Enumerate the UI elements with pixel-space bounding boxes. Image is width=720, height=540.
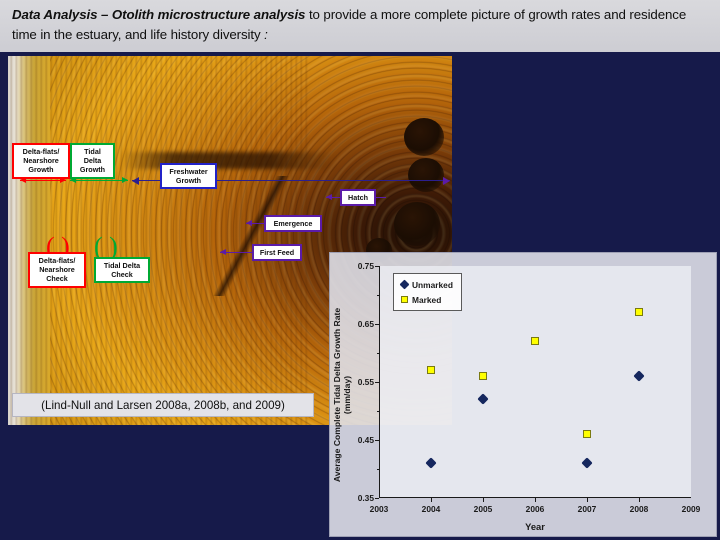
data-point-marked [583,430,591,439]
diamond-marker-icon [399,279,410,290]
growth-rate-scatter-chart: Average Complete Tidal Delta Growth Rate… [329,252,717,537]
y-axis-tick-label: 0.75 [357,261,374,271]
x-axis-tick-label: 2003 [369,504,389,514]
x-axis-tick-label: 2004 [421,504,441,514]
data-point-marked [427,366,435,375]
chart-x-axis-label: Year [525,521,545,532]
x-axis-tick [535,498,536,502]
chart-legend: Unmarked Marked [393,273,462,311]
x-axis-tick-label: 2007 [577,504,597,514]
y-axis-tick-label: 0.55 [357,377,374,387]
callout-hatch: Hatch [340,189,376,207]
x-axis-tick [639,498,640,502]
y-axis-minor-tick [376,353,379,354]
y-axis-label-line2: (mm/day) [342,375,352,414]
callout-first-feed: First Feed [252,244,302,262]
slide-header: Data Analysis – Otolith microstructure a… [0,0,720,52]
chart-y-axis-label: Average Complete Tidal Delta Growth Rate… [332,285,352,505]
x-axis-tick [587,498,588,502]
callout-emergence: Emergence [264,215,322,233]
x-axis-tick-label: 2009 [681,504,701,514]
y-axis-tick [375,440,379,441]
data-point-marked [531,337,539,346]
y-axis-tick [375,498,379,499]
x-axis-tick [431,498,432,502]
y-axis-minor-tick [376,411,379,412]
legend-item-unmarked: Unmarked [399,278,453,291]
x-axis-tick-label: 2008 [629,504,649,514]
callout-tidal-delta-check: Tidal Delta Check [94,257,150,284]
callout-delta-flats-nearshore-growth: Delta-flats/ Nearshore Growth [12,143,70,179]
citation-text: (Lind-Null and Larsen 2008a, 2008b, and … [41,398,285,412]
y-axis-minor-tick [376,469,379,470]
callout-delta-flats-nearshore-check: Delta-flats/ Nearshore Check [28,252,86,288]
y-axis-tick [375,266,379,267]
y-axis-tick [375,324,379,325]
otolith-blotch [404,118,444,156]
otolith-dark-band [120,152,335,169]
otolith-image: ( ) ( ) Delta-flats/ Nearshore Growth Ti… [8,56,452,425]
y-axis-minor-tick [376,295,379,296]
otolith-left-margin [8,56,50,425]
y-axis-tick-label: 0.65 [357,319,374,329]
legend-label-unmarked: Unmarked [412,279,453,290]
y-axis-tick [375,382,379,383]
otolith-blotch [394,202,440,246]
header-rest: to provide a more complete picture of gr… [12,7,687,42]
header-lead: Data Analysis – Otolith microstructure a… [12,7,306,22]
header-text: Data Analysis – Otolith microstructure a… [12,5,710,45]
x-axis-tick-label: 2005 [473,504,493,514]
square-marker-icon [399,296,410,303]
callout-freshwater-growth: Freshwater Growth [160,163,217,190]
tidal-delta-bracket: ( ) [94,232,118,261]
legend-item-marked: Marked [399,293,453,306]
chart-plot-frame: Unmarked Marked 0.35 0.45 0.55 0.65 0.75 2003… [358,261,701,514]
x-axis-tick [483,498,484,502]
data-point-marked [479,372,487,381]
data-point-marked [635,308,643,317]
y-axis-tick-label: 0.35 [357,493,374,503]
legend-label-marked: Marked [412,294,442,305]
otolith-blotch [408,158,444,192]
citation-box: (Lind-Null and Larsen 2008a, 2008b, and … [12,393,314,417]
otolith-crack [176,176,326,296]
callout-tidal-delta-growth: Tidal Delta Growth [70,143,115,179]
x-axis-tick-label: 2006 [525,504,545,514]
header-tail: : [264,27,268,42]
y-axis-label-line1: Average Complete Tidal Delta Growth Rate [332,307,342,482]
y-axis-tick-label: 0.45 [357,435,374,445]
